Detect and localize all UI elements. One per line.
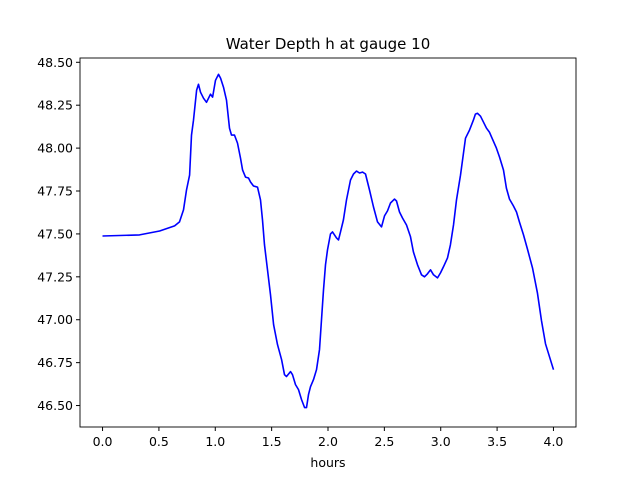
y-tick-label: 46.75	[37, 355, 73, 370]
series-line-h	[102, 73, 555, 409]
y-tick-label: 47.00	[37, 312, 73, 327]
y-tick-label: 47.25	[37, 269, 73, 284]
x-axis-label: hours	[310, 455, 345, 470]
x-tick-label: 0.5	[149, 434, 169, 449]
y-tick-label: 48.00	[37, 141, 73, 156]
x-tick-label: 3.0	[431, 434, 451, 449]
x-tick-label: 3.5	[487, 434, 507, 449]
y-axis: 46.50 46.75 47.00 47.25 47.50 47.75 48.00 48.25…	[37, 55, 80, 413]
x-tick-label: 1.5	[262, 434, 282, 449]
x-tick-label: 1.0	[205, 434, 225, 449]
y-tick-label: 47.50	[37, 226, 73, 241]
x-axis: 0.0 0.5 1.0 1.5 2.0 2.5 3.0 3.5 4.0	[93, 427, 564, 449]
y-tick-label: 48.50	[37, 55, 73, 70]
y-tick-label: 48.25	[37, 98, 73, 113]
x-tick-label: 4.0	[544, 434, 564, 449]
chart-title: Water Depth h at gauge 10	[226, 35, 431, 53]
plot-area	[80, 58, 576, 427]
x-tick-label: 0.0	[93, 434, 113, 449]
x-tick-label: 2.0	[318, 434, 338, 449]
x-tick-label: 2.5	[374, 434, 394, 449]
y-tick-label: 46.50	[37, 398, 73, 413]
plot-frame	[79, 57, 577, 428]
y-tick-label: 47.75	[37, 184, 73, 199]
